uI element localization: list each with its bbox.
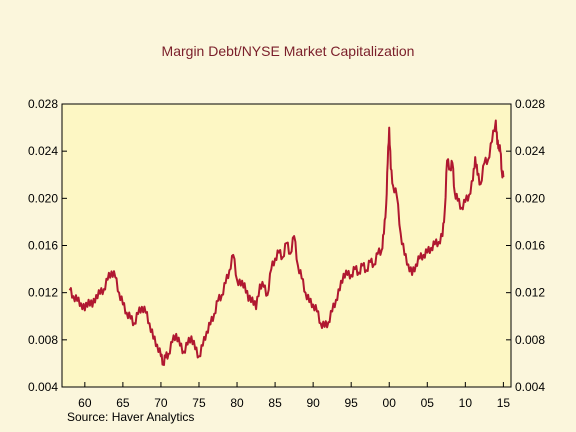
y-tick-label-left: 0.028	[28, 97, 58, 111]
y-tick-label-right: 0.012	[515, 286, 545, 300]
y-tick-label-right: 0.028	[515, 97, 545, 111]
x-tick-label: 75	[192, 396, 206, 410]
series-layer	[68, 119, 505, 366]
y-tick-label-left: 0.024	[28, 144, 58, 158]
y-tick-label-left: 0.008	[28, 333, 58, 347]
y-tick-label-right: 0.024	[515, 144, 545, 158]
x-tick-label: 65	[116, 396, 130, 410]
x-axis: 60 65 70 75 80 85 90 95 00 05 10 15	[78, 382, 510, 410]
chart-title: Margin Debt/NYSE Market Capitalization	[162, 43, 415, 59]
x-tick-label: 90	[306, 396, 320, 410]
y-tick-label-left: 0.020	[28, 191, 58, 205]
x-tick-label: 60	[78, 396, 92, 410]
y-tick-label-right: 0.016	[515, 239, 545, 253]
plot-area	[61, 103, 512, 388]
series-line	[68, 119, 505, 366]
x-tick-label: 05	[421, 396, 435, 410]
y-tick-label-left: 0.004	[28, 380, 58, 394]
x-tick-label: 85	[268, 396, 282, 410]
y-tick-label-right: 0.008	[515, 333, 545, 347]
y-axis-left: 0.004 0.008 0.012 0.016 0.020 0.024 0.028	[28, 97, 67, 394]
x-tick-label: 15	[497, 396, 511, 410]
x-tick-label: 70	[154, 396, 168, 410]
y-axis-right: 0.004 0.008 0.012 0.016 0.020 0.024 0.028	[506, 97, 545, 394]
y-tick-label-left: 0.012	[28, 286, 58, 300]
y-tick-label-right: 0.020	[515, 191, 545, 205]
x-tick-label: 00	[383, 396, 397, 410]
y-tick-label-left: 0.016	[28, 239, 58, 253]
source-note: Source: Haver Analytics	[67, 410, 194, 424]
y-tick-label-right: 0.004	[515, 380, 545, 394]
x-tick-label: 80	[230, 396, 244, 410]
x-tick-label: 10	[459, 396, 473, 410]
x-tick-label: 95	[345, 396, 359, 410]
